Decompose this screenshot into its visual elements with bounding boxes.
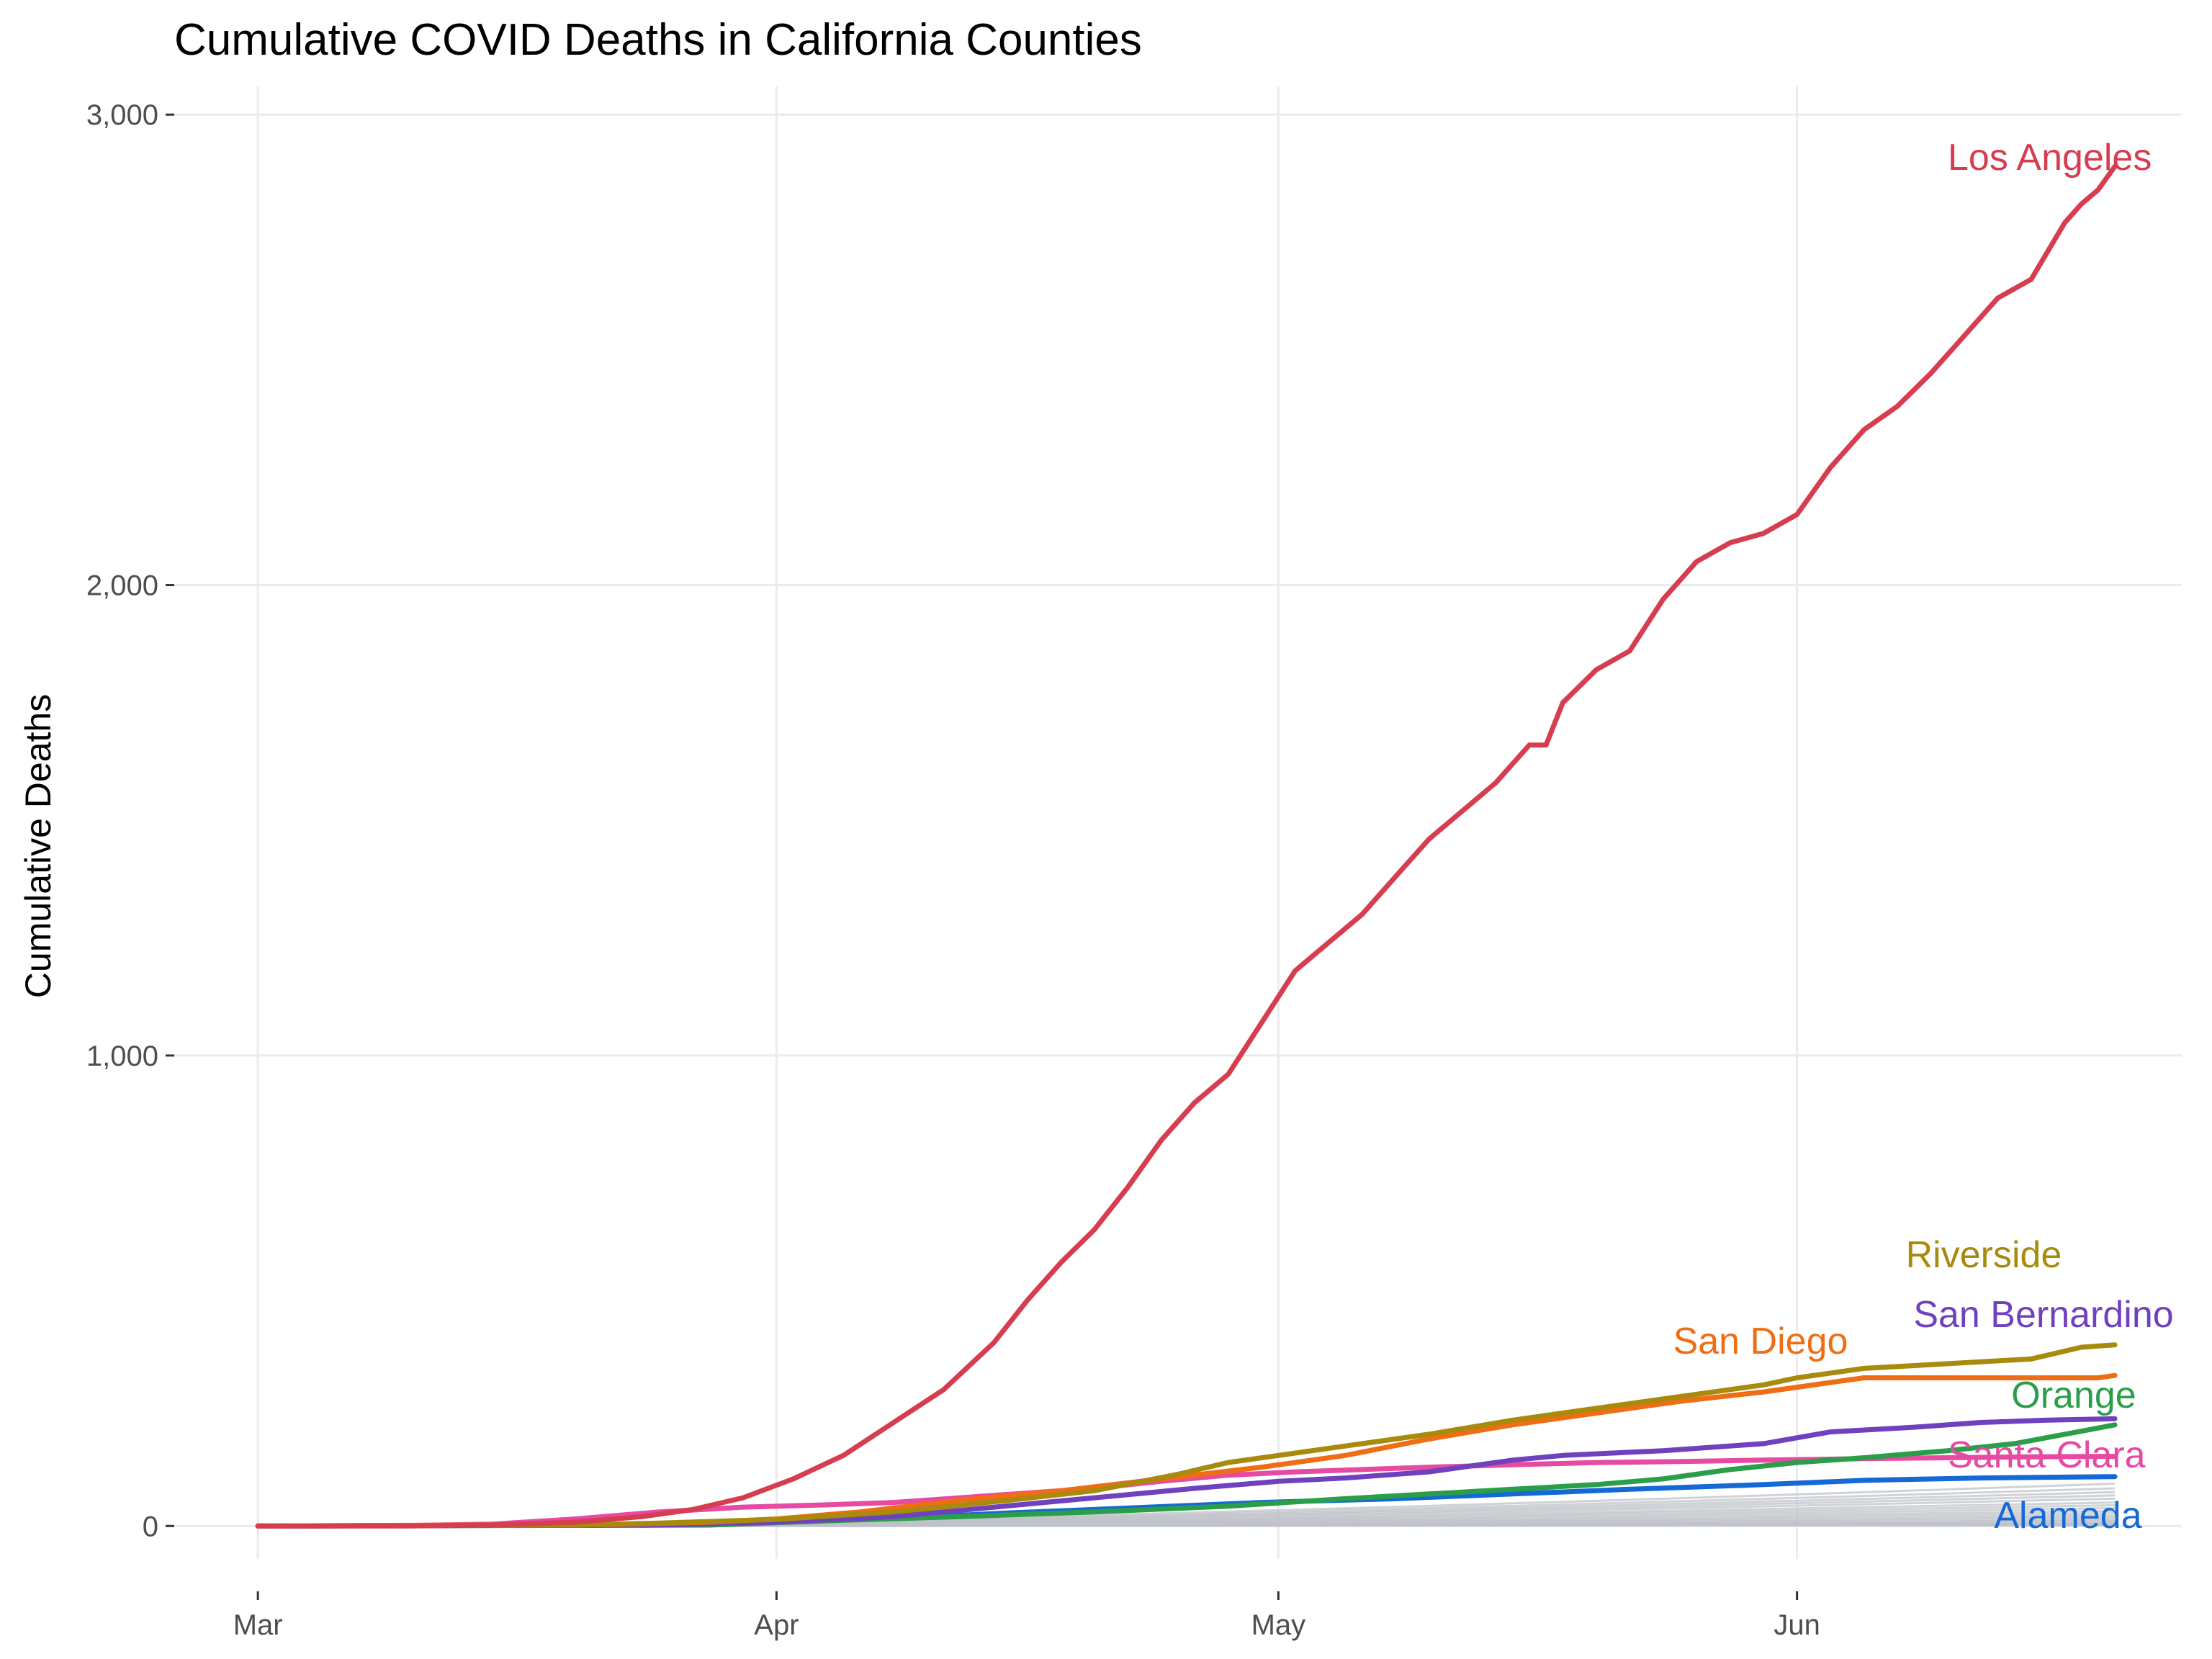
x-tick-label: May [1251, 1609, 1306, 1641]
series-label-los-angeles: Los Angeles [1948, 137, 2152, 179]
x-tick-label: Apr [754, 1609, 799, 1641]
series-label-san-bernardino: San Bernardino [1913, 1294, 2173, 1336]
y-tick-label: 1,000 [86, 1040, 158, 1072]
axes: 0 1,000 2,000 3,000 Mar Apr May Jun [86, 99, 1820, 1641]
series-line-riverside [255, 1342, 2118, 1529]
series-lines [255, 163, 2118, 1529]
chart-title: Cumulative COVID Deaths in California Co… [174, 15, 1142, 65]
series-label-riverside: Riverside [1906, 1234, 2062, 1276]
series-label-san-diego: San Diego [1673, 1321, 1848, 1362]
other-county-line [258, 1524, 2116, 1527]
x-tick-label: Mar [233, 1609, 283, 1641]
series-label-orange: Orange [2011, 1375, 2136, 1416]
series-line-san-bernardino [255, 1416, 2118, 1529]
y-tick-label: 3,000 [86, 99, 158, 131]
series-line-los-angeles [255, 163, 2118, 1529]
series-label-santa-clara: Santa Clara [1948, 1434, 2146, 1476]
y-axis-label: Cumulative Deaths [18, 694, 58, 998]
series-line-santa-clara [255, 1454, 2118, 1529]
series-label-alameda: Alameda [1994, 1495, 2141, 1537]
y-tick-label: 2,000 [86, 570, 158, 602]
series-labels: Los Angeles Riverside San Diego San Bernard… [1673, 137, 2174, 1537]
x-tick-label: Jun [1773, 1609, 1820, 1641]
y-tick-label: 0 [143, 1511, 158, 1542]
series-line-orange [255, 1422, 2118, 1529]
